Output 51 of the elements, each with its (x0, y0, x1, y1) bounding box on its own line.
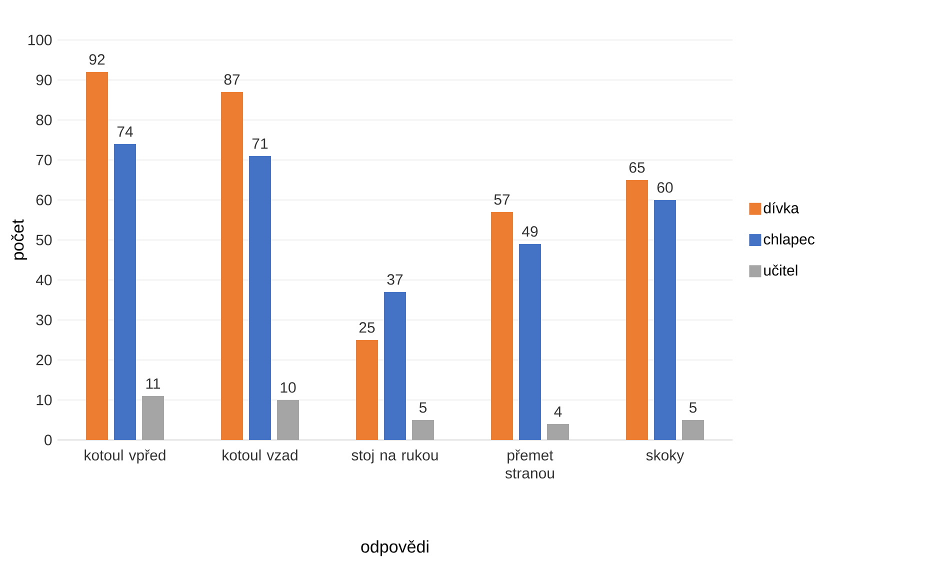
data-label: 5 (419, 402, 427, 413)
y-tick-label: 90 (36, 74, 52, 86)
data-label: 65 (629, 162, 645, 173)
y-tick-label: 80 (36, 114, 52, 126)
bar (86, 72, 108, 440)
bar (142, 396, 164, 440)
y-tick-label: 40 (36, 274, 52, 286)
y-tick-label: 30 (36, 314, 52, 326)
bar (277, 400, 300, 440)
x-tick-label: skoky (646, 449, 684, 464)
bar (547, 424, 569, 440)
y-tick-label: 50 (36, 234, 52, 246)
y-tick-label: 20 (36, 354, 52, 366)
data-label: 4 (554, 406, 562, 417)
data-label: 71 (252, 138, 268, 149)
data-label: 87 (224, 74, 240, 85)
legend-label: učitel (764, 264, 798, 276)
x-tick-label: kotoul vzad (222, 449, 298, 460)
y-tick-label: 100 (28, 34, 52, 46)
bar (654, 200, 676, 440)
bar (384, 292, 406, 440)
y-tick-label: 0 (44, 434, 52, 446)
y-tick-label: 70 (36, 154, 52, 166)
data-label: 49 (522, 226, 538, 237)
bar (114, 144, 136, 440)
legend-label: dívka (764, 202, 800, 214)
x-tick-label: kotoul vpřed (84, 449, 166, 464)
data-label: 92 (89, 54, 105, 65)
x-axis-title: odpovědi (361, 540, 428, 556)
data-label: 5 (689, 402, 697, 413)
x-tick-label: přemet stranou (505, 449, 554, 479)
bar (519, 244, 541, 440)
bar (249, 156, 272, 440)
bar (626, 180, 648, 440)
y-tick-label: 10 (36, 394, 52, 406)
data-label: 37 (387, 274, 403, 285)
data-label: 25 (359, 322, 375, 333)
data-label: 60 (657, 182, 673, 193)
bar (356, 340, 378, 440)
y-axis-title: počet (11, 219, 28, 260)
bar (491, 212, 513, 440)
data-label: 11 (146, 378, 160, 389)
data-label: 57 (494, 194, 510, 205)
legend-label: chlapec (764, 233, 814, 248)
data-label: 74 (117, 126, 133, 137)
bar (221, 92, 244, 440)
y-tick-label: 60 (36, 194, 52, 206)
bar (412, 420, 434, 440)
bar (682, 420, 704, 440)
data-label: 10 (280, 382, 296, 393)
x-tick-label: stoj na rukou (352, 449, 438, 464)
